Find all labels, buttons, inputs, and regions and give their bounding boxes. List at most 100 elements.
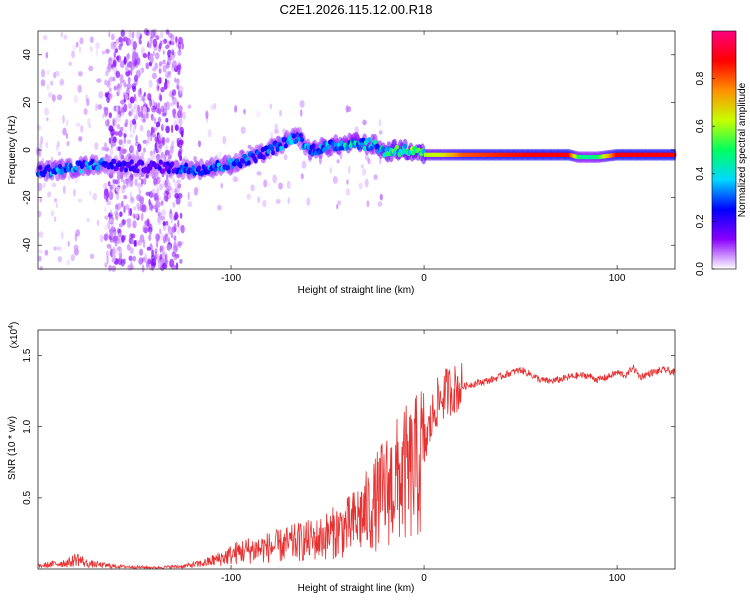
noise-speckle — [118, 43, 122, 51]
noise-speckle — [145, 112, 149, 119]
noise-speckle — [171, 124, 174, 134]
noise-speckle — [178, 242, 182, 249]
noise-speckle — [165, 259, 169, 265]
noise-speckle — [66, 140, 70, 147]
snr-panel: -100 0 100 0.5 1.0 1.5 Height of straight lin… — [7, 322, 676, 594]
noise-speckle — [136, 194, 142, 202]
noise-speckle — [369, 159, 373, 166]
noise-speckle — [155, 35, 160, 41]
noise-speckle — [122, 36, 128, 42]
noise-speckle — [247, 144, 252, 149]
noise-speckle — [167, 185, 172, 192]
noise-speckle — [150, 126, 154, 136]
noise-speckle — [168, 32, 173, 39]
noise-speckle — [286, 180, 291, 189]
spectrogram-ytick-label: 20 — [22, 96, 33, 108]
noise-speckle — [171, 251, 176, 257]
noise-speckle — [179, 259, 183, 264]
noise-speckle — [111, 265, 116, 272]
noise-speckle — [157, 253, 160, 261]
ridge-core — [112, 158, 117, 164]
noise-speckle — [361, 168, 367, 176]
noise-speckle — [47, 69, 50, 76]
noise-speckle — [179, 212, 183, 219]
noise-speckle — [116, 55, 120, 61]
noise-speckle — [145, 113, 149, 120]
noise-speckle — [161, 124, 164, 132]
noise-speckle — [89, 46, 93, 52]
noise-speckle — [99, 234, 104, 243]
snr-ytick-label: 0.5 — [22, 490, 33, 504]
noise-speckle — [134, 52, 139, 60]
noise-speckle — [119, 126, 124, 132]
ridge-core — [326, 144, 331, 150]
noise-speckle — [136, 202, 140, 210]
noise-speckle — [53, 198, 58, 203]
noise-speckle — [57, 94, 63, 101]
noise-speckle — [71, 50, 75, 59]
noise-speckle — [162, 179, 167, 188]
spectrogram-axes: -100 0 100 -40 -20 0 20 40 — [22, 30, 676, 284]
noise-speckle — [165, 44, 170, 50]
ridge-core — [261, 154, 266, 160]
noise-speckle — [136, 30, 141, 40]
noise-speckle — [143, 92, 146, 97]
noise-speckle — [121, 200, 124, 208]
noise-speckle — [38, 231, 44, 238]
snr-frame — [37, 329, 676, 570]
noise-speckle — [39, 266, 43, 271]
noise-speckle — [129, 144, 135, 153]
noise-speckle — [161, 209, 166, 217]
spectrogram-xtick-label: 100 — [609, 273, 626, 284]
noise-speckle — [122, 219, 125, 226]
snr-xtick-label: -100 — [221, 573, 241, 584]
ridge-core — [294, 138, 299, 144]
noise-speckle — [90, 253, 95, 260]
noise-speckle — [157, 133, 163, 140]
noise-speckle — [39, 197, 43, 203]
noise-speckle — [143, 147, 146, 153]
ridge-core — [362, 145, 367, 151]
noise-speckle — [129, 191, 132, 199]
noise-speckle — [165, 62, 170, 69]
ridge-core — [197, 165, 201, 171]
noise-speckle — [150, 113, 154, 119]
noise-speckle — [158, 196, 162, 201]
noise-speckle — [130, 233, 136, 239]
noise-speckle — [46, 84, 50, 91]
noise-speckle — [115, 70, 121, 78]
noise-speckle — [172, 60, 177, 69]
noise-speckle — [273, 129, 280, 135]
noise-speckle — [171, 48, 175, 56]
noise-speckle — [148, 54, 154, 63]
noise-speckle — [178, 192, 183, 199]
noise-speckle — [120, 29, 126, 37]
noise-speckle — [159, 31, 164, 39]
noise-speckle — [264, 179, 267, 188]
ridge-core — [264, 145, 269, 151]
noise-speckle — [174, 124, 179, 131]
noise-speckle — [157, 116, 162, 123]
noise-speckle — [240, 126, 246, 134]
noise-speckle — [68, 61, 73, 66]
noise-speckle — [162, 59, 166, 65]
noise-speckle — [151, 258, 157, 267]
noise-speckle — [72, 44, 77, 51]
noise-speckle — [117, 257, 123, 266]
noise-speckle — [96, 47, 99, 57]
noise-speckle — [113, 42, 117, 49]
ridge-core — [191, 165, 196, 171]
noise-speckle — [37, 255, 42, 262]
noise-speckle — [57, 256, 63, 263]
noise-speckle — [150, 29, 155, 39]
noise-speckle — [148, 61, 152, 67]
noise-speckle — [92, 192, 98, 201]
noise-speckle — [57, 151, 62, 156]
noise-speckle — [65, 119, 69, 127]
noise-speckle — [132, 213, 136, 218]
noise-speckle — [118, 139, 123, 146]
noise-speckle — [137, 111, 142, 118]
noise-speckle — [255, 110, 261, 118]
noise-speckle — [163, 38, 168, 44]
noise-speckle — [173, 242, 176, 249]
